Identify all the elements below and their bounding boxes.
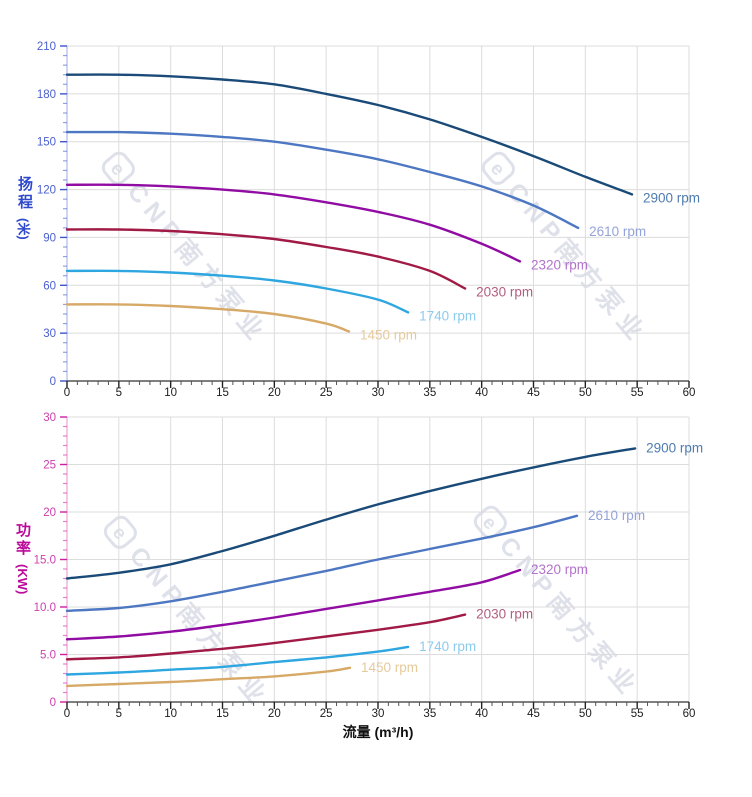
x-tick-label: 60 <box>683 708 696 720</box>
power-axis-title: 功率 (KW) <box>12 522 33 594</box>
head-axis-title: 扬程 (米) <box>14 176 35 240</box>
x-tick-label: 25 <box>320 387 333 399</box>
x-tick-label: 30 <box>372 387 385 399</box>
power-axis-title-text: 功率 <box>14 522 31 558</box>
x-tick-label: 40 <box>475 708 488 720</box>
y-tick-label: 25 <box>43 460 56 472</box>
flow-axis-title: 流量 (m³/h) <box>342 724 414 740</box>
x-tick-label: 35 <box>423 708 436 720</box>
rpm-label-2900-rpm: 2900 rpm <box>643 190 700 205</box>
x-tick-label: 10 <box>164 708 177 720</box>
y-tick-label: 150 <box>37 137 56 149</box>
cnp-logo-icon <box>103 515 137 549</box>
x-tick-label: 30 <box>372 708 385 720</box>
x-tick-label: 10 <box>164 387 177 399</box>
y-tick-label: 180 <box>37 89 56 101</box>
x-tick-label: 25 <box>320 708 333 720</box>
x-tick-label: 40 <box>475 387 488 399</box>
cnp-logo-icon <box>101 151 135 185</box>
rpm-label-1740-rpm: 1740 rpm <box>419 308 476 323</box>
y-tick-label: 0 <box>50 697 56 709</box>
x-tick-label: 35 <box>423 387 436 399</box>
rpm-label-1450-rpm: 1450 rpm <box>360 328 417 343</box>
head-axis-title-text: 扬程 <box>16 176 33 212</box>
x-tick-label: 5 <box>116 387 122 399</box>
curve-2030-rpm <box>65 228 467 290</box>
watermark-text: CNP南方泵业 <box>122 177 274 350</box>
x-tick-label: 60 <box>683 387 696 399</box>
x-tick-label: 50 <box>579 708 592 720</box>
power-flow-chart: 0 5.0 10.0 15.0 20 25 30 0 5 10 15 20 25 30 35 40 45 50 55… <box>34 412 704 720</box>
x-tick-label: 5 <box>116 708 122 720</box>
rpm-label-1450-rpm: 1450 rpm <box>361 660 418 675</box>
x-tick-label: 0 <box>64 708 70 720</box>
rpm-label-2320-rpm: 2320 rpm <box>531 562 588 577</box>
curve-2030-rpm <box>65 613 467 661</box>
curve-2900-rpm <box>65 73 634 196</box>
y-tick-label: 30 <box>43 328 56 340</box>
head-flow-chart: 0 30 60 90 120 150 180 210 0 5 10 15 20 25 30 35 40 45 50 5… <box>37 41 700 399</box>
curve-1450-rpm <box>65 303 351 333</box>
y-tick-label: 5.0 <box>40 650 56 662</box>
curve-1740-rpm <box>65 269 410 314</box>
head-axis-unit: (米) <box>16 218 31 240</box>
y-tick-label: 10.0 <box>34 602 56 614</box>
curve-2610-rpm <box>65 514 579 612</box>
curve-1740-rpm <box>65 645 410 676</box>
curve-2900-rpm <box>65 447 637 580</box>
curve-2320-rpm <box>65 183 522 263</box>
rpm-label-2900-rpm: 2900 rpm <box>646 440 703 455</box>
rpm-label-2610-rpm: 2610 rpm <box>588 508 645 523</box>
x-tick-label: 0 <box>64 387 70 399</box>
rpm-label-2610-rpm: 2610 rpm <box>589 224 646 239</box>
x-tick-label: 20 <box>268 387 281 399</box>
y-tick-label: 90 <box>43 232 56 244</box>
x-tick-label: 45 <box>527 708 540 720</box>
curve-2610-rpm <box>65 130 580 230</box>
y-tick-label: 120 <box>37 185 56 197</box>
rpm-label-1740-rpm: 1740 rpm <box>419 639 476 654</box>
x-tick-label: 15 <box>216 708 229 720</box>
rpm-label-2030-rpm: 2030 rpm <box>476 284 533 299</box>
y-tick-label: 0 <box>50 376 56 388</box>
y-tick-label: 15.0 <box>34 555 56 567</box>
x-tick-label: 50 <box>579 387 592 399</box>
x-tick-label: 55 <box>631 387 644 399</box>
y-tick-label: 20 <box>43 507 56 519</box>
x-tick-label: 45 <box>527 387 540 399</box>
y-tick-label: 60 <box>43 280 56 292</box>
curve-1450-rpm <box>65 666 352 688</box>
power-axis-unit: (KW) <box>15 564 30 595</box>
y-tick-label: 30 <box>43 412 56 424</box>
x-tick-label: 20 <box>268 708 281 720</box>
x-tick-label: 15 <box>216 387 229 399</box>
cnp-logo-icon <box>481 151 515 185</box>
rpm-label-2320-rpm: 2320 rpm <box>531 257 588 272</box>
rpm-label-2030-rpm: 2030 rpm <box>476 607 533 622</box>
y-tick-label: 210 <box>37 41 56 53</box>
curve-2320-rpm <box>65 568 522 641</box>
x-tick-label: 55 <box>631 708 644 720</box>
